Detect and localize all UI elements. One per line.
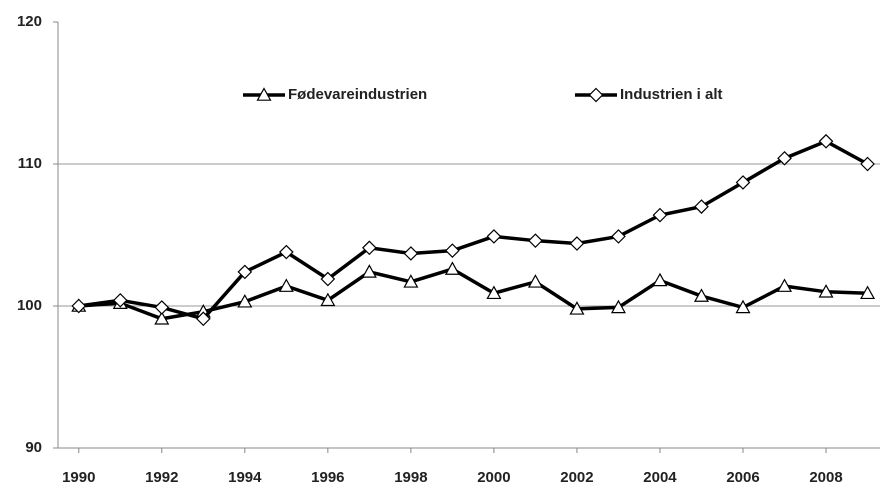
x-tick-label: 1998 — [394, 469, 427, 486]
diamond-marker — [195, 311, 211, 327]
diamond-marker — [403, 246, 419, 261]
triangle-marker — [527, 274, 543, 288]
y-tick-label: 120 — [17, 13, 42, 30]
diamond-marker — [486, 229, 502, 244]
x-tick-label: 1990 — [62, 469, 95, 486]
diamond-marker — [694, 199, 709, 214]
x-tick-label: 2002 — [560, 469, 593, 486]
series-line — [78, 139, 869, 321]
diamond-marker — [237, 264, 253, 280]
diamond-marker — [777, 150, 792, 166]
triangle-marker — [403, 274, 419, 288]
triangle-marker — [818, 284, 834, 298]
triangle-marker — [776, 278, 793, 292]
diamond-marker — [278, 244, 294, 260]
x-tick-label: 2006 — [726, 469, 759, 486]
triangle-marker — [256, 87, 272, 101]
diamond-marker — [652, 207, 668, 223]
x-tick-label: 1996 — [311, 469, 344, 486]
triangle-marker — [569, 301, 585, 315]
y-tick-label: 90 — [25, 439, 42, 456]
diamond-marker — [569, 236, 585, 251]
diamond-marker — [71, 298, 87, 314]
diamond-marker — [112, 292, 128, 308]
triangle-marker — [652, 272, 668, 287]
diamond-marker — [611, 229, 626, 244]
x-tick-label: 2004 — [643, 469, 677, 486]
diamond-marker — [818, 133, 834, 149]
diamond-marker — [528, 233, 543, 249]
triangle-marker — [278, 278, 294, 292]
triangle-marker — [237, 294, 253, 308]
diamond-marker — [320, 271, 336, 287]
y-tick-label: 100 — [17, 297, 42, 314]
diamond-marker — [735, 175, 751, 190]
diamond-marker — [588, 87, 604, 103]
diamond-marker — [362, 240, 377, 256]
triangle-marker — [860, 285, 876, 300]
triangle-marker — [361, 264, 377, 278]
x-tick-label: 1992 — [145, 469, 178, 486]
triangle-marker — [154, 311, 170, 325]
diamond-marker — [860, 156, 875, 172]
diamond-marker — [445, 243, 460, 258]
y-tick-label: 110 — [18, 155, 42, 172]
legend-label: Industrien i alt — [620, 86, 723, 103]
triangle-marker — [735, 299, 751, 314]
x-tick-label: 2008 — [809, 469, 842, 486]
triangle-marker — [320, 292, 336, 307]
diamond-marker — [154, 300, 170, 315]
triangle-marker — [444, 261, 460, 275]
triangle-marker — [486, 285, 502, 300]
x-tick-label: 2000 — [477, 469, 510, 486]
triangle-marker — [693, 288, 710, 302]
x-tick-label: 1994 — [228, 469, 262, 486]
triangle-marker — [610, 299, 626, 314]
legend-label: Fødevareindustrien — [288, 86, 427, 103]
